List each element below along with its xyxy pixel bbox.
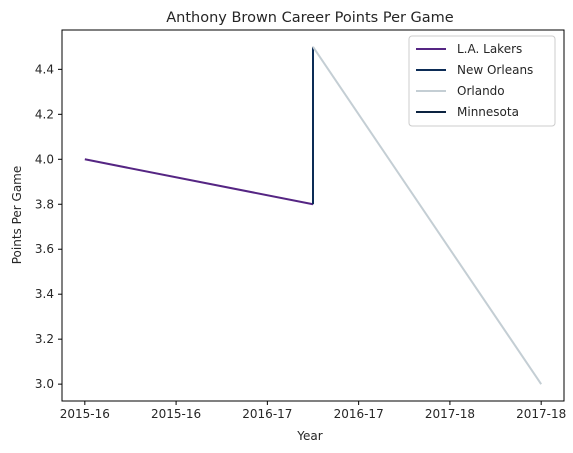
y-tick-label: 3.2 (35, 332, 54, 346)
chart-title: Anthony Brown Career Points Per Game (166, 10, 454, 26)
y-tick-label: 3.6 (35, 242, 54, 256)
x-axis: 2015-16 2015-16 2016-17 2016-17 2017-18 2017-… (60, 401, 566, 421)
x-axis-label: Year (296, 429, 322, 443)
x-tick-label: 2016-17 (242, 407, 292, 421)
x-tick-label: 2015-16 (60, 407, 110, 421)
y-tick-label: 3.8 (35, 197, 54, 211)
x-tick-label: 2015-16 (151, 407, 201, 421)
legend-label: Orlando (457, 84, 505, 98)
x-tick-label: 2017-18 (425, 407, 475, 421)
legend-label: Minnesota (457, 105, 519, 119)
legend: L.A. Lakers New Orleans Orlando Minnesota (408, 35, 556, 127)
plot-frame (61, 29, 565, 402)
y-tick-label: 4.2 (35, 107, 54, 121)
y-tick-label: 3.4 (35, 287, 54, 301)
x-tick-label: 2016-17 (334, 407, 384, 421)
series-line-0 (84, 158, 314, 206)
legend-label: L.A. Lakers (457, 42, 522, 56)
y-tick-label: 4.4 (35, 62, 54, 76)
y-tick-label: 3.0 (35, 377, 54, 391)
y-axis-label: Points Per Game (10, 166, 24, 265)
plot-area (84, 46, 543, 385)
series-line-2 (312, 46, 543, 385)
legend-label: New Orleans (457, 63, 533, 77)
legend-box (408, 35, 556, 127)
y-tick-label: 4.0 (35, 152, 54, 166)
y-axis: 3.0 3.2 3.4 3.6 3.8 4.0 4.2 4.4 (35, 62, 62, 391)
x-tick-label: 2017-18 (516, 407, 566, 421)
